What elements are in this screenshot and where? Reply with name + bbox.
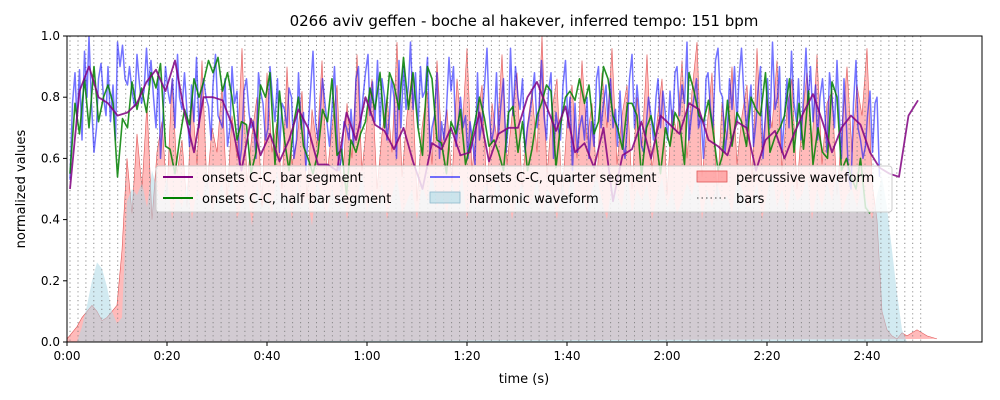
x-tick-label: 0:00 bbox=[54, 349, 81, 363]
y-tick-label: 0.0 bbox=[41, 335, 60, 349]
y-axis: 0.0 0.2 0.4 0.6 0.8 1.0 bbox=[41, 29, 67, 349]
harmonic-waveform-area bbox=[67, 170, 927, 342]
harmonic-waveform-layer bbox=[67, 170, 927, 342]
quarter-segment-line bbox=[69, 36, 881, 190]
x-tick-label: 1:00 bbox=[354, 349, 381, 363]
x-tick-label: 0:20 bbox=[154, 349, 181, 363]
legend-label-quarter: onsets C-C, quarter segment bbox=[469, 171, 656, 186]
legend-label-half-bar: onsets C-C, half bar segment bbox=[202, 192, 391, 207]
plot-frame bbox=[66, 35, 983, 343]
x-tick-label: 2:40 bbox=[854, 349, 881, 363]
half-bar-segment-line bbox=[69, 56, 871, 214]
x-tick-label: 2:20 bbox=[754, 349, 781, 363]
x-tick-label: 0:40 bbox=[254, 349, 281, 363]
legend-swatch-percussive bbox=[696, 170, 728, 183]
x-axis: 0:00 0:20 0:40 1:00 1:20 1:40 2:00 2:20 2:40 bbox=[54, 342, 881, 363]
legend-label-bar: onsets C-C, bar segment bbox=[202, 171, 363, 186]
x-axis-label: time (s) bbox=[499, 372, 549, 387]
y-tick-label: 0.8 bbox=[41, 90, 60, 104]
x-tick-label: 1:20 bbox=[454, 349, 481, 363]
chart-title: 0266 aviv geffen - boche al hakever, inf… bbox=[290, 12, 759, 30]
y-tick-label: 0.4 bbox=[41, 213, 60, 227]
y-axis-label: normalized values bbox=[14, 129, 29, 248]
legend-label-bars: bars bbox=[736, 192, 765, 207]
legend: onsets C-C, bar segment onsets C-C, half… bbox=[155, 165, 893, 213]
legend-label-percussive: percussive waveform bbox=[736, 171, 874, 186]
onset-lines-layer bbox=[69, 36, 919, 214]
legend-label-harmonic: harmonic waveform bbox=[469, 192, 599, 207]
legend-swatch-harmonic bbox=[429, 191, 461, 204]
x-tick-label: 2:00 bbox=[654, 349, 681, 363]
y-tick-label: 0.6 bbox=[41, 151, 60, 165]
y-tick-label: 0.2 bbox=[41, 274, 60, 288]
y-tick-label: 1.0 bbox=[41, 29, 60, 43]
bar-segment-line bbox=[69, 59, 919, 203]
x-tick-label: 1:40 bbox=[554, 349, 581, 363]
